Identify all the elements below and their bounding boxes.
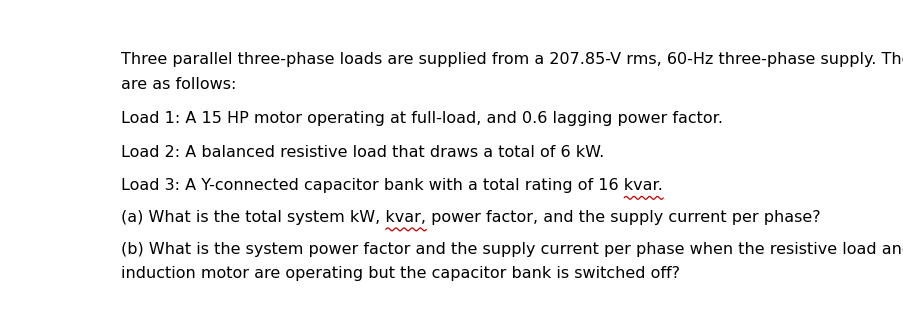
Text: Load 2: A balanced resistive load that draws a total of 6 kW.: Load 2: A balanced resistive load that d… — [121, 145, 604, 159]
Text: Load 1: A 15 HP motor operating at full-load, and 0.6 lagging power factor.: Load 1: A 15 HP motor operating at full-… — [121, 111, 722, 126]
Text: (b) What is the system power factor and the supply current per phase when the re: (b) What is the system power factor and … — [121, 242, 903, 256]
Text: Three parallel three-phase loads are supplied from a 207.85-V rms, 60-Hz three-p: Three parallel three-phase loads are sup… — [121, 52, 903, 67]
Text: (a) What is the total system kW, kvar, power factor, and the supply current per : (a) What is the total system kW, kvar, p… — [121, 210, 820, 225]
Text: are as follows:: are as follows: — [121, 77, 237, 92]
Text: Load 3: A Y-connected capacitor bank with a total rating of 16 kvar.: Load 3: A Y-connected capacitor bank wit… — [121, 179, 663, 193]
Text: induction motor are operating but the capacitor bank is switched off?: induction motor are operating but the ca… — [121, 266, 680, 281]
